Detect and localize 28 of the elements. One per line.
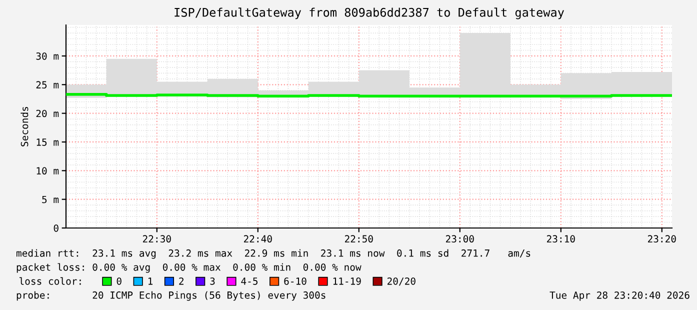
legend-label: 4-5 [241,278,258,285]
x-tick-label: 22:30 [142,235,171,243]
text: packet loss: 0.00 % avg 0.00 % max 0.00 % min 0.00 % now [16,263,362,273]
x-tick-label: 22:40 [244,235,272,243]
y-axis-title: Seconds [20,106,28,146]
legend-label: 6-10 [284,277,306,285]
legend-label: 11-19 [333,277,361,285]
legend-label: 0 [116,277,122,285]
y-tick-label: 20 m [36,110,59,118]
x-tick-label: 23:00 [446,235,474,243]
x-tick-label: 22:50 [344,235,373,243]
legend-label: 2 [179,277,184,285]
y-tick-label: 30 m [36,52,59,60]
y-tick-label: 15 m [36,138,59,146]
legend-label: 20/20 [388,277,416,286]
legend-label: 1 [148,278,153,285]
y-tick-label: 0 [54,224,58,232]
text: median rtt: 23.1 ms avg 23.2 ms max 22.9 ms min 23.1 ms now 0.1 ms sd 271.7 am/s [16,249,530,259]
y-tick-label: 25 m [36,81,59,88]
y-tick-label: 10 m [36,167,59,175]
text: Tue Apr 28 23:20:40 2026 [550,291,690,301]
x-tick-label: 23:20 [648,235,676,243]
chart-title: ISP/DefaultGateway from 809ab6dd2387 to Default gateway [174,8,564,20]
y-tick-label: 5 m [42,196,59,204]
legend-label: 3 [210,277,215,285]
legend-title: loss color: [20,277,81,285]
text: probe: 20 ICMP Echo Pings (56 Bytes) every 300s [16,291,326,301]
x-tick-label: 23:10 [546,235,575,243]
